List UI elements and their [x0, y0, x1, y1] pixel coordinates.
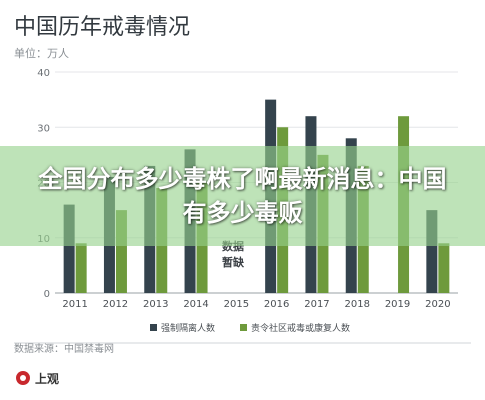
y-tick-label: 0	[44, 289, 50, 300]
x-tick-label: 2018	[345, 299, 370, 310]
x-axis-ticks: 2011 2012 2013 2014 2015 2016 2017 2018 2019 2020	[62, 299, 450, 310]
annotation-line-2: 暂缺	[222, 255, 245, 269]
x-tick-label: 2015	[224, 299, 249, 310]
unit-label: 单位：万人	[14, 46, 69, 60]
legend-label: 责令社区戒毒或康复人数	[251, 322, 350, 334]
logo: 上观	[16, 371, 59, 386]
x-tick-label: 2013	[143, 299, 168, 310]
headline-banner: 全国分布多少毒株了啊最新消息：中国有多少毒贩	[0, 146, 485, 246]
bar-2011-series-2	[75, 243, 87, 293]
bar-2011-series-1	[63, 204, 75, 293]
headline-text: 全国分布多少毒株了啊最新消息：中国有多少毒贩	[38, 165, 447, 227]
legend-swatch	[240, 324, 247, 331]
x-tick-label: 2016	[264, 299, 289, 310]
x-tick-label: 2011	[62, 299, 87, 310]
bar-2020-series-1	[426, 210, 438, 293]
x-tick-label: 2019	[385, 299, 410, 310]
bar-2020-series-2	[438, 243, 450, 293]
y-tick-label: 40	[37, 68, 50, 79]
logo-text: 上观	[35, 371, 59, 386]
bar-2012-series-2	[115, 210, 127, 293]
x-tick-label: 2012	[103, 299, 128, 310]
legend: 强制隔离人数 责令社区戒毒或康复人数	[150, 322, 350, 334]
legend-swatch	[150, 324, 157, 331]
legend-label: 强制隔离人数	[161, 322, 215, 334]
chart-title: 中国历年戒毒情况	[14, 15, 190, 40]
x-tick-label: 2017	[304, 299, 329, 310]
source-text: 数据来源：中国禁毒网	[14, 342, 114, 355]
y-tick-label: 30	[37, 123, 50, 134]
logo-mark-inner-icon	[20, 375, 26, 381]
x-tick-label: 2020	[425, 299, 450, 310]
x-tick-label: 2014	[183, 299, 208, 310]
